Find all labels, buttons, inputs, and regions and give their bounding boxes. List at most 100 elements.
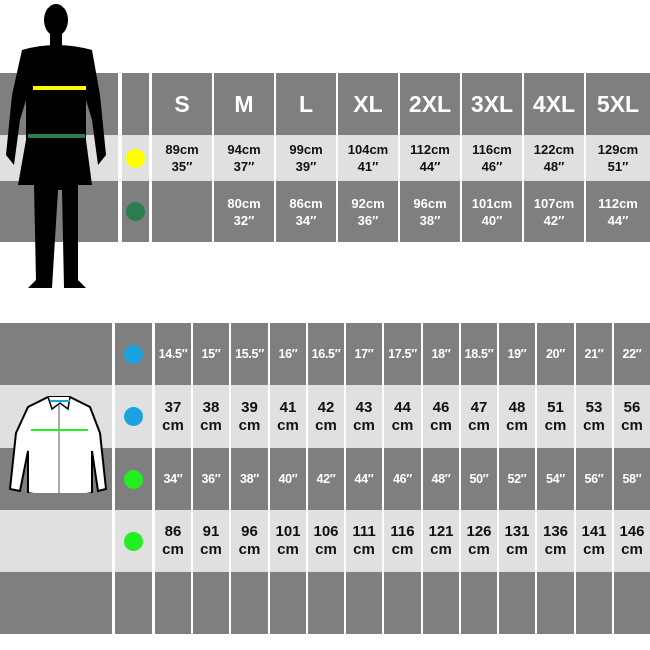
size-header: XL (338, 73, 398, 135)
measurement-cell: 22″ (614, 323, 650, 385)
measurement-value: 91 (202, 523, 220, 540)
measurement-cell: 146 cm (614, 510, 650, 572)
measurement-cell: 14.5″ (155, 323, 191, 385)
shirt-label-cell (0, 510, 112, 572)
measurement-value: 50″ (469, 472, 489, 486)
measurement-cell (193, 572, 229, 634)
size-header: 3XL (462, 73, 522, 135)
inch-value: 48″ (543, 159, 565, 174)
measurement-cell: 58″ (614, 448, 650, 510)
size-header: 5XL (586, 73, 650, 135)
measurement-value: 19″ (507, 347, 527, 361)
measurement-cell: 129cm 51″ (586, 135, 650, 181)
measurement-value: 17″ (354, 347, 374, 361)
inch-value: 41″ (357, 159, 379, 174)
measurement-cell: 136 cm (537, 510, 574, 572)
measurement-cell: 126 cm (461, 510, 497, 572)
measurement-value: 121 (428, 523, 454, 540)
measurement-cell (576, 572, 612, 634)
unit-label: cm (162, 541, 184, 558)
measurement-cell: 111 cm (346, 510, 382, 572)
measurement-cell: 107cm 42″ (524, 181, 584, 242)
marker-cell (115, 323, 152, 385)
measurement-cell: 53 cm (576, 385, 612, 448)
measurement-cell (537, 572, 574, 634)
measurement-value: 17.5″ (388, 347, 417, 361)
marker-cell (115, 385, 152, 448)
measurement-cell: 54″ (537, 448, 574, 510)
cm-value: 89cm (165, 142, 199, 157)
measurement-value: 136 (542, 523, 569, 540)
measurement-cell: 48 cm (499, 385, 535, 448)
measurement-cell (231, 572, 268, 634)
measurement-cell: 18.5″ (461, 323, 497, 385)
inch-value: 44″ (607, 212, 629, 228)
measurement-value: 126 (466, 523, 492, 540)
measurement-cell: 116 cm (384, 510, 421, 572)
cm-value: 107cm (533, 195, 575, 211)
inch-value: 38″ (419, 212, 441, 228)
inch-value: 36″ (357, 212, 379, 228)
measurement-cell: 131 cm (499, 510, 535, 572)
size-label: XL (353, 90, 383, 117)
measurement-value: 22″ (622, 347, 642, 361)
measurement-cell: 47 cm (461, 385, 497, 448)
measurement-cell (461, 572, 497, 634)
measurement-cell: 39 cm (231, 385, 268, 448)
size-header: M (214, 73, 274, 135)
size-header: 2XL (400, 73, 460, 135)
inch-value: 35″ (171, 159, 193, 174)
unit-label: cm (315, 416, 337, 434)
cm-value: 112cm (598, 195, 638, 211)
unit-label: cm (200, 541, 222, 558)
measurement-cell (155, 572, 191, 634)
measurement-cell: 37 cm (155, 385, 191, 448)
unit-label: cm (315, 541, 337, 558)
measurement-value: 40″ (278, 472, 298, 486)
measurement-cell: 106 cm (308, 510, 344, 572)
measurement-cell: 42 cm (308, 385, 344, 448)
cm-value: 122cm (533, 142, 575, 157)
measurement-value: 56 (623, 398, 641, 416)
measurement-cell (346, 572, 382, 634)
measurement-cell: 94cm 37″ (214, 135, 274, 181)
cm-value: 94cm (227, 142, 261, 157)
measurement-value: 101 (275, 523, 301, 540)
measurement-value: 47 (470, 398, 488, 416)
measurement-value: 56″ (584, 472, 604, 486)
measurement-cell: 36″ (193, 448, 229, 510)
measurement-value: 18″ (431, 347, 451, 361)
cm-value: 80cm (227, 195, 261, 211)
measurement-value: 52″ (507, 472, 527, 486)
measurement-cell: 50″ (461, 448, 497, 510)
measurement-cell: 43 cm (346, 385, 382, 448)
chest-marker-dot-icon (126, 148, 145, 168)
measurement-value: 34″ (163, 472, 183, 486)
measurement-cell: 112cm 44″ (586, 181, 650, 242)
unit-label: cm (583, 541, 605, 558)
unit-label: cm (238, 541, 261, 558)
measurement-cell (614, 572, 650, 634)
size-label: 3XL (470, 90, 514, 117)
size-header: 4XL (524, 73, 584, 135)
marker-cell (122, 181, 149, 242)
figure-cell (0, 181, 118, 242)
unit-label: cm (544, 416, 567, 434)
inch-value: 46″ (481, 159, 503, 174)
measurement-cell: 46″ (384, 448, 421, 510)
chest-marker-dot-icon (124, 531, 143, 551)
measurement-cell: 48″ (423, 448, 459, 510)
measurement-value: 21″ (584, 347, 604, 361)
measurement-cell: 141 cm (576, 510, 612, 572)
measurement-cell (152, 181, 212, 242)
measurement-cell: 18″ (423, 323, 459, 385)
waist-marker-dot-icon (126, 202, 145, 221)
unit-label: cm (468, 541, 490, 558)
measurement-cell: 15″ (193, 323, 229, 385)
measurement-cell: 38″ (231, 448, 268, 510)
measurement-value: 36″ (201, 472, 221, 486)
measurement-cell: 38 cm (193, 385, 229, 448)
measurement-value: 37 (164, 398, 182, 416)
size-label: 5XL (596, 90, 640, 117)
